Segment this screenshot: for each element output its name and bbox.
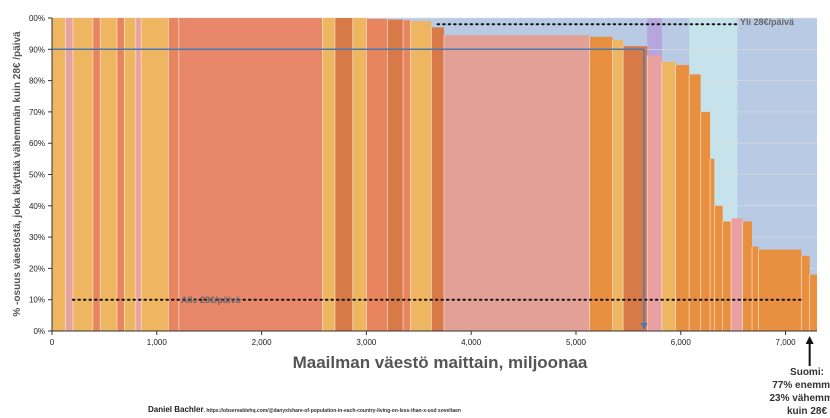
y-tick-label: 0% [33,327,45,336]
country-bar [366,18,388,332]
finland-label-line-2: 77% enemmän [772,380,830,391]
country-bar [124,18,136,331]
y-axis-label: % -osuus väestöstä, joka käyttää vähemmä… [12,31,23,317]
country-bar [116,18,125,331]
country-bar [52,18,66,331]
country-bar [72,18,93,331]
x-tick-label: 7,000 [776,338,797,347]
finland-label-line-4: kuin 28€ [787,406,827,417]
annotations-layer [52,23,814,366]
y-tick-label: 80% [29,77,45,86]
axes-layer: 0% 10% 20% 30% 40% 50% 60% 70% 80% 90% 00% 0 1,000 2,… [29,14,817,347]
country-bar [65,18,73,331]
country-bar [700,111,711,332]
country-bar [92,18,101,331]
y-tick-label: 20% [29,264,45,273]
country-bars [52,18,817,332]
finland-label-line-1: Suomi: [790,367,824,378]
credit-line: Daniel Bachler. https://observablehq.com… [148,405,461,414]
country-bar [100,18,117,331]
x-tick-label: 6,000 [671,338,692,347]
country-bar [675,64,690,331]
finland-annotation: Suomi: 77% enemmän 23% vähemmän kuin 28€ [769,367,830,417]
x-tick-label: 2,000 [252,338,273,347]
y-tick-label: 40% [29,202,45,211]
x-tick-label: 4,000 [461,338,482,347]
finland-label-line-3: 23% vähemmän [769,393,830,404]
y-tick-label: 30% [29,233,45,242]
x-tick-label: 5,000 [566,338,587,347]
country-bar [135,18,142,331]
country-bar [758,249,802,331]
x-tick-label: 0 [50,338,55,347]
country-bar [431,27,444,331]
finland-arrowhead [805,336,814,344]
guide-arrowhead [640,323,648,330]
y-tick-label: 70% [29,108,45,117]
country-bar [410,21,432,331]
country-bar [752,246,759,331]
country-bar [403,20,411,331]
country-bar [589,36,613,331]
credit-author: Daniel Bachler [148,405,204,414]
country-bar [352,18,367,331]
country-bar [387,19,404,331]
upper-threshold-label: Yli 28€/päivä [740,17,795,27]
country-bar [714,205,723,331]
country-bar [722,221,732,331]
y-tick-label: 00% [29,14,45,23]
country-bar [141,18,169,331]
credit-source: . https://observablehq.com/@danyx/share-… [204,408,461,414]
y-tick-label: 60% [29,139,45,148]
country-bar [178,18,323,331]
country-bar [731,218,743,331]
country-bar [322,18,335,331]
country-bar [647,55,662,332]
x-axis-label: Maailman väestö maittain, miljoonaa [293,353,588,372]
country-bar [168,18,179,331]
country-bar [334,18,353,331]
country-bar [710,158,715,331]
country-bar [689,74,701,331]
country-bar [809,274,817,331]
country-bar [801,255,810,331]
y-tick-label: 90% [29,45,45,54]
y-tick-label: 10% [29,296,45,305]
country-bar [443,35,590,332]
lower-threshold-label: Alle 28€/päivä [181,295,242,305]
country-bar [661,61,676,331]
country-bar [612,39,624,331]
x-tick-label: 1,000 [147,338,168,347]
country-bar [742,221,753,331]
y-tick-label: 50% [29,171,45,180]
x-tick-label: 3,000 [356,338,377,347]
country-bar [623,46,648,332]
